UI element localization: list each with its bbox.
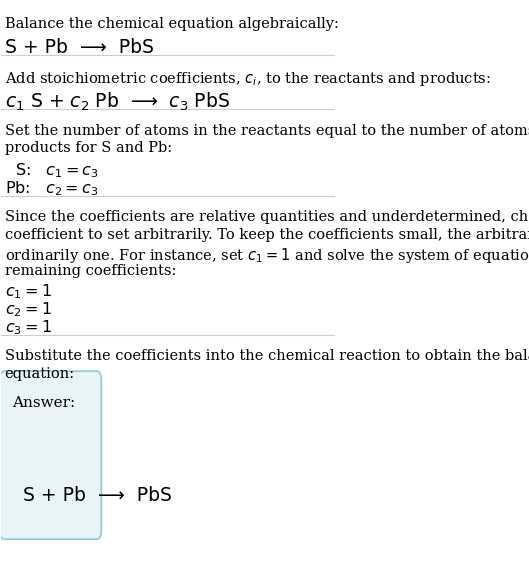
Text: Add stoichiometric coefficients, $c_i$, to the reactants and products:: Add stoichiometric coefficients, $c_i$, … <box>5 70 490 88</box>
Text: $c_2 = 1$: $c_2 = 1$ <box>5 301 51 319</box>
Text: Balance the chemical equation algebraically:: Balance the chemical equation algebraica… <box>5 17 339 31</box>
Text: S + Pb  ⟶  PbS: S + Pb ⟶ PbS <box>23 486 172 505</box>
Text: Substitute the coefficients into the chemical reaction to obtain the balanced: Substitute the coefficients into the che… <box>5 348 529 363</box>
Text: coefficient to set arbitrarily. To keep the coefficients small, the arbitrary va: coefficient to set arbitrarily. To keep … <box>5 227 529 242</box>
Text: Since the coefficients are relative quantities and underdetermined, choose a: Since the coefficients are relative quan… <box>5 210 529 224</box>
Text: products for S and Pb:: products for S and Pb: <box>5 141 172 155</box>
Text: equation:: equation: <box>5 367 75 381</box>
Text: S + Pb  ⟶  PbS: S + Pb ⟶ PbS <box>5 38 153 57</box>
Text: $c_1 = 1$: $c_1 = 1$ <box>5 283 51 301</box>
Text: Pb:   $c_2 = c_3$: Pb: $c_2 = c_3$ <box>5 179 98 198</box>
Text: Answer:: Answer: <box>12 396 75 410</box>
FancyBboxPatch shape <box>0 371 102 539</box>
Text: remaining coefficients:: remaining coefficients: <box>5 263 176 278</box>
Text: S:   $c_1 = c_3$: S: $c_1 = c_3$ <box>5 161 98 180</box>
Text: Set the number of atoms in the reactants equal to the number of atoms in the: Set the number of atoms in the reactants… <box>5 123 529 137</box>
Text: ordinarily one. For instance, set $c_1 = 1$ and solve the system of equations fo: ordinarily one. For instance, set $c_1 =… <box>5 245 529 265</box>
Text: $c_1$ S + $c_2$ Pb  ⟶  $c_3$ PbS: $c_1$ S + $c_2$ Pb ⟶ $c_3$ PbS <box>5 91 230 113</box>
Text: $c_3 = 1$: $c_3 = 1$ <box>5 319 51 337</box>
